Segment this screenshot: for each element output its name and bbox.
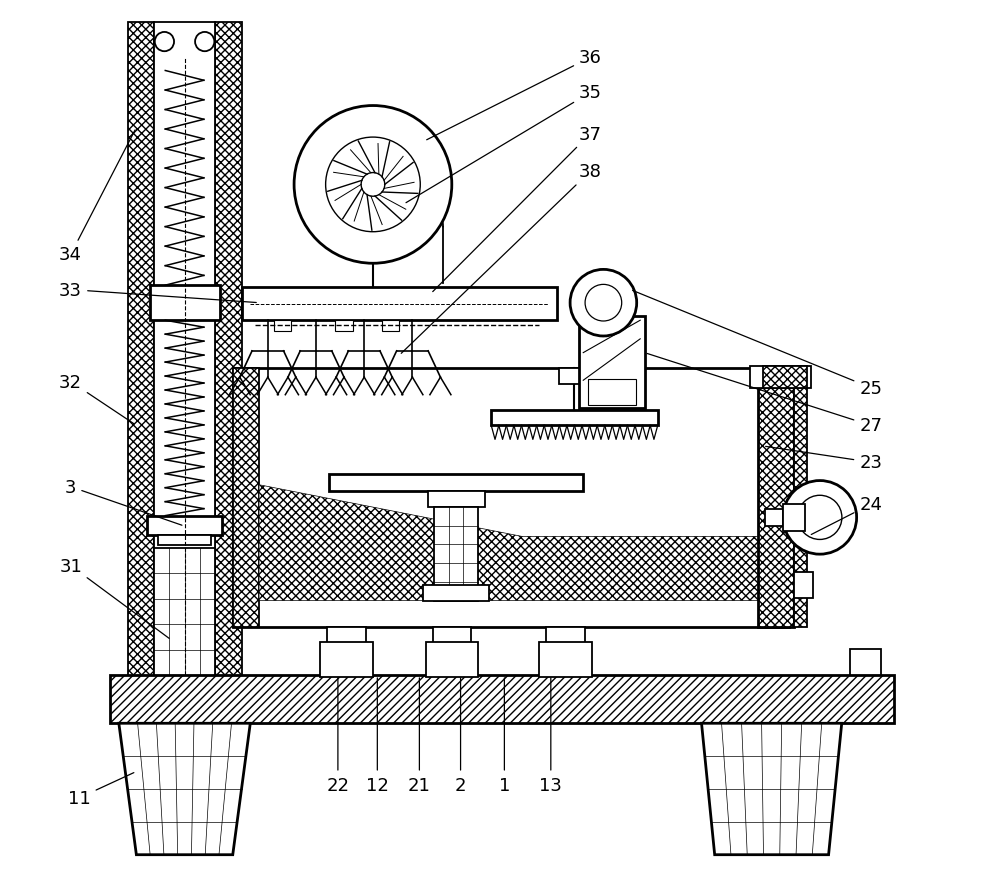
Text: 31: 31 — [59, 557, 169, 638]
Bar — [579, 316, 645, 408]
Bar — [128, 24, 154, 675]
Bar — [588, 380, 636, 406]
Text: 2: 2 — [455, 678, 466, 794]
Bar — [147, 516, 222, 536]
Circle shape — [326, 138, 420, 233]
Text: 38: 38 — [401, 163, 602, 354]
Bar — [794, 572, 813, 598]
Bar — [150, 286, 220, 320]
Bar — [233, 369, 259, 627]
Text: 24: 24 — [811, 496, 882, 535]
Bar — [428, 492, 485, 507]
Text: 11: 11 — [68, 773, 134, 807]
Bar — [335, 320, 353, 331]
Bar — [783, 505, 805, 531]
Circle shape — [361, 173, 385, 197]
Bar — [329, 474, 583, 492]
Bar — [546, 627, 585, 662]
Bar — [434, 507, 478, 601]
Bar — [539, 642, 592, 677]
Text: 33: 33 — [59, 281, 256, 303]
Bar — [242, 288, 557, 320]
Bar — [763, 366, 807, 388]
Bar — [763, 369, 789, 627]
Bar — [758, 369, 794, 627]
Bar — [382, 320, 399, 331]
Text: 32: 32 — [59, 373, 134, 424]
Text: 22: 22 — [326, 678, 349, 794]
Bar — [423, 585, 489, 601]
Text: 3: 3 — [65, 479, 182, 526]
Bar — [794, 369, 807, 627]
Circle shape — [783, 481, 857, 555]
Bar — [274, 320, 291, 331]
Bar — [765, 509, 783, 527]
Bar — [154, 549, 215, 675]
Bar — [154, 24, 215, 675]
Bar — [242, 292, 290, 316]
Circle shape — [798, 496, 842, 540]
Bar — [327, 627, 366, 662]
Bar — [158, 536, 211, 546]
Text: 25: 25 — [633, 291, 882, 397]
Text: 37: 37 — [433, 126, 602, 292]
Text: 21: 21 — [408, 678, 431, 794]
Text: 35: 35 — [406, 84, 602, 204]
Circle shape — [570, 270, 637, 336]
Text: 36: 36 — [427, 49, 602, 140]
Text: 27: 27 — [647, 354, 882, 435]
Circle shape — [294, 106, 452, 264]
Bar — [491, 410, 658, 426]
Text: 1: 1 — [499, 678, 510, 794]
Polygon shape — [259, 486, 763, 601]
Text: 23: 23 — [766, 447, 882, 471]
Polygon shape — [702, 723, 842, 854]
Text: 12: 12 — [366, 678, 389, 794]
Bar — [750, 366, 811, 388]
Bar — [110, 675, 894, 723]
Bar — [850, 649, 881, 675]
Text: 34: 34 — [59, 131, 135, 264]
Bar — [595, 385, 612, 408]
Polygon shape — [119, 723, 250, 854]
Text: 13: 13 — [539, 678, 562, 794]
Bar — [320, 642, 373, 677]
Circle shape — [585, 285, 622, 321]
Circle shape — [155, 32, 174, 52]
Bar — [233, 369, 789, 627]
Bar — [559, 369, 590, 385]
Circle shape — [195, 32, 214, 52]
Bar — [433, 627, 471, 662]
Bar — [426, 642, 478, 677]
Bar — [215, 24, 242, 675]
